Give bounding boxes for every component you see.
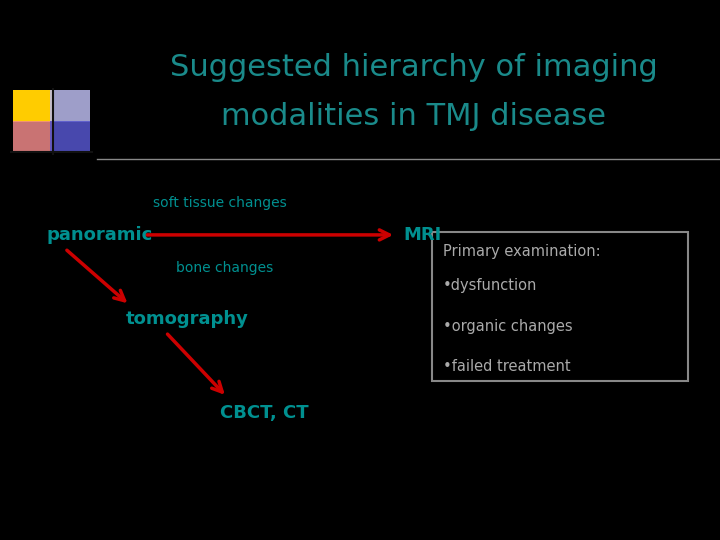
- Text: MRI: MRI: [403, 226, 441, 244]
- Text: panoramic: panoramic: [47, 226, 153, 244]
- Text: •organic changes: •organic changes: [443, 319, 572, 334]
- Text: •failed treatment: •failed treatment: [443, 359, 570, 374]
- Text: modalities in TMJ disease: modalities in TMJ disease: [222, 102, 606, 131]
- Text: CBCT, CT: CBCT, CT: [220, 404, 308, 422]
- Bar: [432, 232, 688, 381]
- Text: •dysfunction: •dysfunction: [443, 278, 537, 293]
- Bar: [13, 121, 53, 152]
- Bar: [13, 90, 53, 122]
- Text: Primary examination:: Primary examination:: [443, 244, 600, 259]
- Text: tomography: tomography: [126, 309, 249, 328]
- Bar: [50, 90, 90, 122]
- Text: soft tissue changes: soft tissue changes: [153, 195, 287, 210]
- Bar: [50, 121, 90, 152]
- Text: bone changes: bone changes: [176, 261, 274, 275]
- Text: Suggested hierarchy of imaging: Suggested hierarchy of imaging: [170, 53, 658, 82]
